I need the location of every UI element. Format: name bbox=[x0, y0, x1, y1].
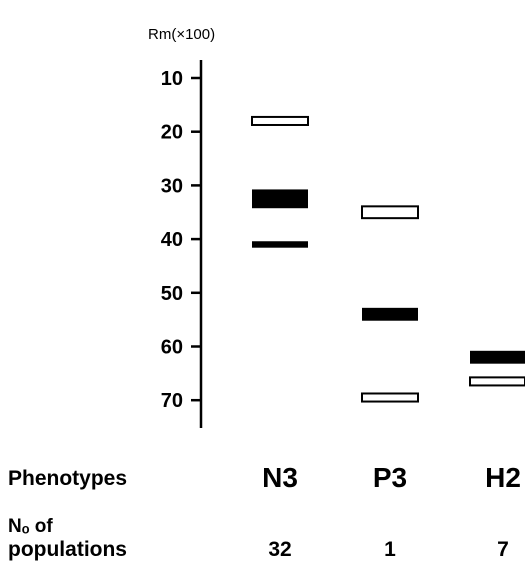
open-band bbox=[469, 376, 525, 387]
population-count: 1 bbox=[384, 538, 396, 561]
y-tick-label: 20 bbox=[161, 122, 183, 144]
lane-H2 bbox=[469, 350, 525, 387]
population-count: 32 bbox=[268, 538, 291, 561]
y-axis-ticks: 10 20 30 40 50 60 70 bbox=[161, 68, 201, 412]
populations-row-label-line2: populations bbox=[8, 538, 127, 561]
open-band bbox=[361, 205, 419, 220]
open-band bbox=[251, 115, 309, 126]
open-band bbox=[361, 392, 419, 403]
y-axis-label: Rm(×100) bbox=[148, 26, 215, 43]
phenotypes-row-label: Phenotypes bbox=[8, 467, 127, 490]
y-tick-label: 30 bbox=[161, 175, 183, 197]
lane-P3 bbox=[361, 205, 419, 403]
y-tick-label: 70 bbox=[161, 390, 183, 412]
filled-band bbox=[470, 350, 525, 364]
filled-band bbox=[252, 189, 308, 209]
phenotype-label: N3 bbox=[262, 462, 298, 493]
phenotype-label: P3 bbox=[373, 462, 407, 493]
y-tick-label: 10 bbox=[161, 68, 183, 90]
lane-N3 bbox=[251, 115, 309, 248]
band-lanes bbox=[251, 115, 525, 403]
lane-labels: N3 32 P3 1 H2 7 bbox=[262, 462, 521, 561]
populations-row-label-line1: Nₒ of bbox=[8, 516, 53, 537]
y-tick-label: 40 bbox=[161, 229, 183, 251]
y-tick-label: 60 bbox=[161, 337, 183, 359]
phenotype-label: H2 bbox=[485, 462, 521, 493]
population-count: 7 bbox=[497, 538, 509, 561]
y-tick-label: 50 bbox=[161, 283, 183, 305]
filled-band bbox=[362, 307, 418, 321]
filled-band bbox=[252, 241, 308, 248]
